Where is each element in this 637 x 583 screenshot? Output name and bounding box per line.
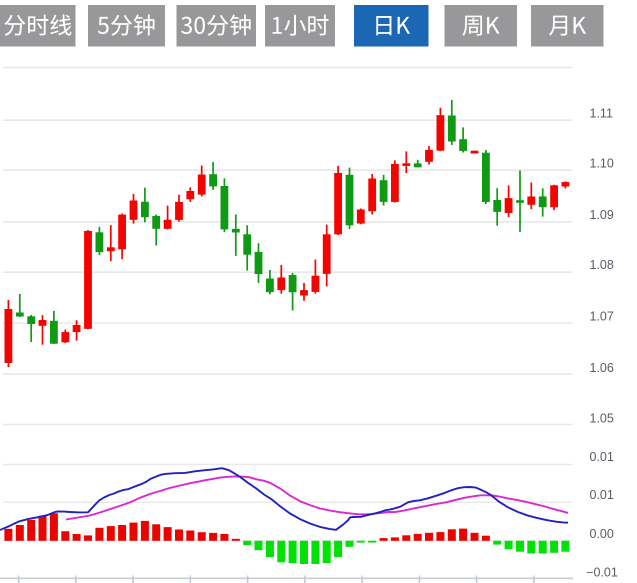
svg-text:1.07: 1.07: [590, 310, 614, 324]
svg-text:0.01: 0.01: [590, 450, 614, 464]
svg-text:−0.01: −0.01: [586, 565, 618, 579]
svg-text:1.05: 1.05: [590, 412, 614, 426]
svg-text:1.11: 1.11: [590, 107, 613, 121]
svg-text:0.00: 0.00: [590, 527, 614, 541]
svg-text:1.08: 1.08: [590, 258, 614, 272]
svg-text:0.01: 0.01: [590, 488, 614, 502]
svg-text:1.10: 1.10: [590, 157, 614, 171]
svg-text:1.06: 1.06: [590, 361, 614, 375]
svg-text:1.09: 1.09: [590, 208, 614, 222]
